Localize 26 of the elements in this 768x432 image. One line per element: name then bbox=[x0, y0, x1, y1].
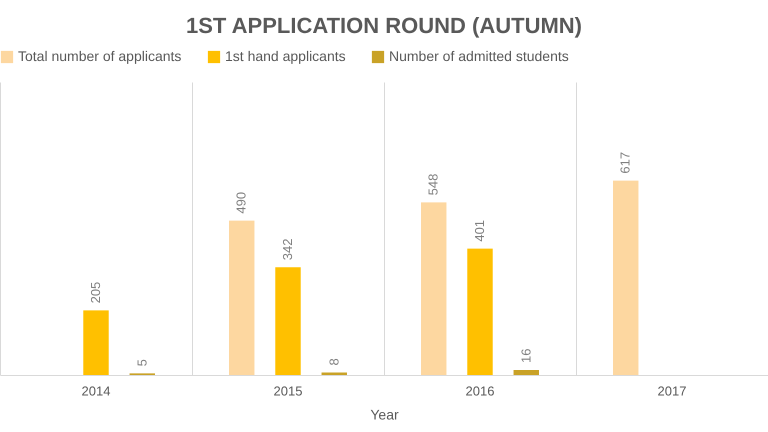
legend-label: Number of admitted students bbox=[389, 48, 569, 64]
data-label: 548 bbox=[426, 174, 441, 196]
x-tick-label: 2016 bbox=[466, 384, 494, 398]
bar bbox=[613, 180, 638, 375]
x-tick-label: 2015 bbox=[274, 384, 302, 398]
legend-label: 1st hand applicants bbox=[225, 48, 346, 64]
bar bbox=[275, 267, 301, 375]
bar bbox=[467, 248, 493, 375]
data-label: 205 bbox=[88, 282, 103, 304]
x-axis-title: Year bbox=[370, 406, 399, 422]
data-label: 401 bbox=[472, 220, 487, 242]
bar bbox=[229, 220, 254, 375]
legend-label: Total number of applicants bbox=[18, 48, 182, 64]
data-label: 617 bbox=[618, 152, 633, 174]
bar bbox=[421, 202, 446, 375]
bar bbox=[83, 310, 109, 375]
data-label: 8 bbox=[326, 358, 342, 366]
x-tick-label: 2014 bbox=[82, 384, 110, 398]
data-label: 5 bbox=[134, 359, 150, 366]
data-label: 490 bbox=[234, 192, 249, 214]
bar bbox=[514, 370, 539, 375]
chart-title: 1ST APPLICATION ROUND (AUTUMN) bbox=[186, 13, 582, 38]
bar bbox=[322, 372, 347, 375]
data-label: 16 bbox=[518, 348, 534, 363]
x-tick-label: 2017 bbox=[658, 384, 686, 398]
data-label: 342 bbox=[280, 238, 295, 260]
